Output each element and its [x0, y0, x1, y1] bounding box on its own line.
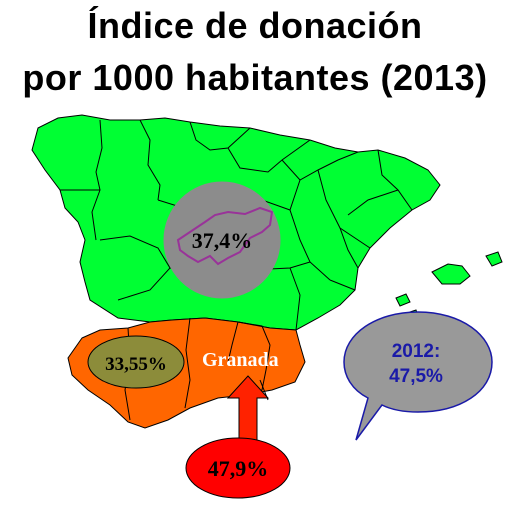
page-title-line-1: Índice de donación	[87, 5, 423, 46]
andalucia-rate-label: 33,55%	[105, 354, 167, 375]
balearic-islands	[395, 251, 503, 319]
granada-rate-oval	[185, 437, 291, 499]
callout-value-label: 47,5%	[389, 366, 443, 387]
andalucia-rate-oval	[87, 335, 185, 389]
national-rate-label: 37,4%	[192, 228, 253, 253]
speech-bubble-icon	[343, 311, 493, 441]
region-borders	[60, 119, 413, 331]
granada-label: Granada	[202, 349, 279, 371]
callout-year-label: 2012:	[392, 341, 441, 362]
upward-arrow-icon	[226, 375, 270, 451]
madrid-outline	[176, 206, 274, 266]
page-title-line-2: por 1000 habitantes (2013)	[22, 57, 488, 98]
granada-rate-label: 47,9%	[208, 456, 269, 481]
